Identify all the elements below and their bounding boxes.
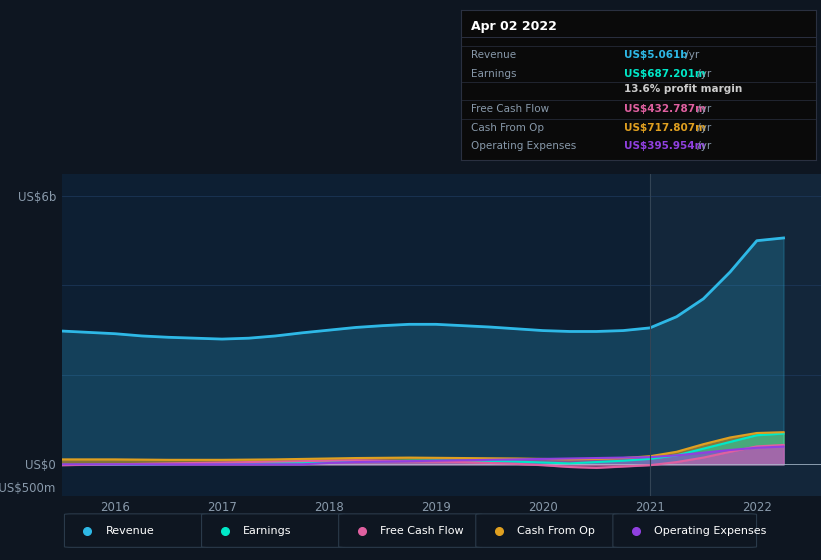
Text: Operating Expenses: Operating Expenses bbox=[471, 141, 576, 151]
FancyBboxPatch shape bbox=[476, 514, 620, 547]
FancyBboxPatch shape bbox=[338, 514, 482, 547]
Text: Cash From Op: Cash From Op bbox=[471, 123, 544, 133]
Text: Cash From Op: Cash From Op bbox=[517, 526, 594, 535]
FancyBboxPatch shape bbox=[64, 514, 208, 547]
Text: Operating Expenses: Operating Expenses bbox=[654, 526, 766, 535]
FancyBboxPatch shape bbox=[201, 514, 345, 547]
FancyBboxPatch shape bbox=[612, 514, 757, 547]
Text: /yr: /yr bbox=[695, 141, 712, 151]
Text: 13.6% profit margin: 13.6% profit margin bbox=[624, 84, 742, 94]
Text: US$687.201m: US$687.201m bbox=[624, 69, 706, 79]
Text: US$717.807m: US$717.807m bbox=[624, 123, 706, 133]
Text: US$395.954m: US$395.954m bbox=[624, 141, 705, 151]
Text: US$432.787m: US$432.787m bbox=[624, 104, 706, 114]
Text: Apr 02 2022: Apr 02 2022 bbox=[471, 20, 557, 33]
Text: /yr: /yr bbox=[695, 69, 712, 79]
Text: /yr: /yr bbox=[695, 104, 712, 114]
Text: Free Cash Flow: Free Cash Flow bbox=[471, 104, 549, 114]
Text: Earnings: Earnings bbox=[471, 69, 516, 79]
Bar bbox=[650, 174, 821, 496]
Text: US$5.061b: US$5.061b bbox=[624, 49, 688, 59]
Text: /yr: /yr bbox=[681, 49, 699, 59]
Text: Earnings: Earnings bbox=[243, 526, 291, 535]
Text: /yr: /yr bbox=[695, 123, 712, 133]
Text: Free Cash Flow: Free Cash Flow bbox=[380, 526, 463, 535]
Text: Revenue: Revenue bbox=[471, 49, 516, 59]
Text: Revenue: Revenue bbox=[105, 526, 154, 535]
